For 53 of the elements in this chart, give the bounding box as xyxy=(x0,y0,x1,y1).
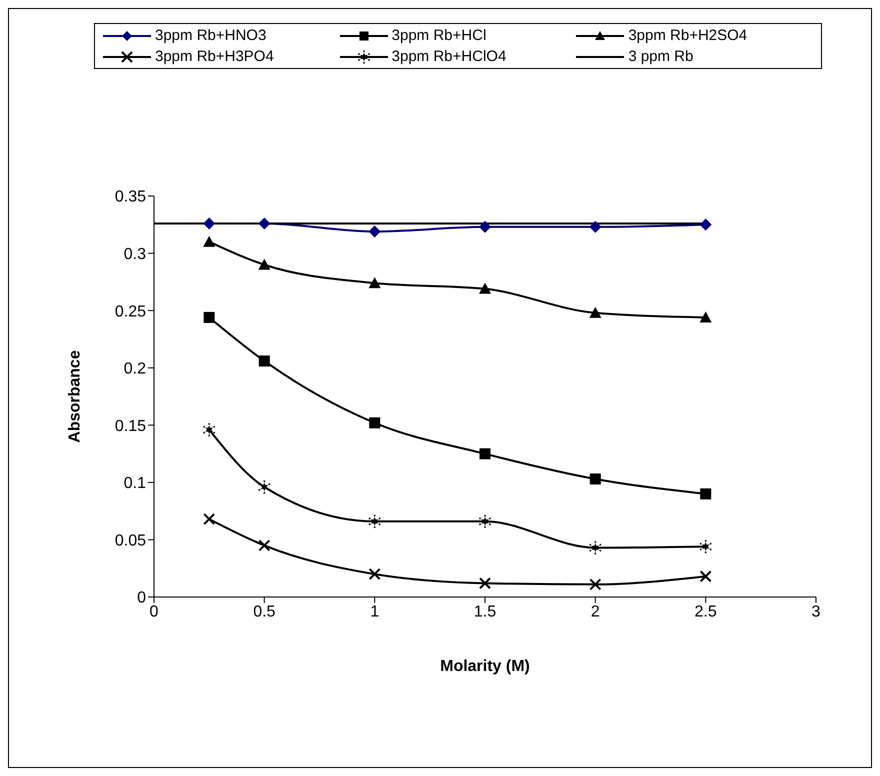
y-tick-label: 0.35 xyxy=(114,188,146,206)
point xyxy=(589,220,602,233)
y-tick-label: 0.2 xyxy=(124,360,146,378)
point xyxy=(204,312,215,323)
point xyxy=(700,570,712,582)
x-tick-label: 0.5 xyxy=(253,603,276,620)
y-tick-label: 0.3 xyxy=(124,246,146,263)
legend-label: 3ppm Rb+HNO3 xyxy=(155,27,266,44)
point xyxy=(478,514,492,528)
legend-label: 3ppm Rb+H3PO4 xyxy=(155,48,274,65)
x-axis-title: Molarity (M) xyxy=(440,658,530,675)
x-tick-label: 1 xyxy=(370,603,380,620)
legend-label: 3 ppm Rb xyxy=(628,48,694,65)
point xyxy=(258,480,271,494)
y-tick-label: 0 xyxy=(137,590,146,607)
y-tick-label: 0.15 xyxy=(114,418,146,435)
point xyxy=(203,513,216,526)
point xyxy=(368,514,381,528)
point xyxy=(203,217,216,230)
legend-label: 3ppm Rb+HCl xyxy=(392,27,486,44)
y-tick-label: 0.25 xyxy=(114,303,146,320)
point xyxy=(258,217,270,230)
y-tick-label: 0.05 xyxy=(114,532,146,550)
point xyxy=(590,473,601,484)
x-tick-label: 1.5 xyxy=(474,603,496,620)
point xyxy=(480,448,490,460)
point xyxy=(368,568,381,580)
point xyxy=(258,355,270,366)
x-tick-label: 3 xyxy=(812,603,821,620)
point xyxy=(479,220,491,233)
point xyxy=(589,541,602,554)
point xyxy=(700,488,712,500)
point xyxy=(700,218,712,231)
point xyxy=(699,540,712,554)
point xyxy=(589,306,602,318)
x-tick-label: 2.5 xyxy=(694,603,717,620)
x-tick-label: 0 xyxy=(150,603,159,620)
point xyxy=(202,423,216,436)
legend-label: 3ppm Rb+HClO4 xyxy=(392,48,506,65)
point xyxy=(369,417,380,428)
point xyxy=(479,282,491,294)
y-tick-label: 0.1 xyxy=(124,475,146,492)
point xyxy=(258,539,270,552)
x-tick-label: 2 xyxy=(590,603,600,620)
y-axis-title: Absorbance xyxy=(66,350,84,443)
point xyxy=(589,578,602,590)
point xyxy=(700,311,712,322)
point xyxy=(368,226,381,238)
point xyxy=(258,258,270,270)
legend-label: 3ppm Rb+H2SO4 xyxy=(628,27,748,44)
point xyxy=(479,577,491,590)
point xyxy=(203,236,216,247)
point xyxy=(368,277,381,288)
